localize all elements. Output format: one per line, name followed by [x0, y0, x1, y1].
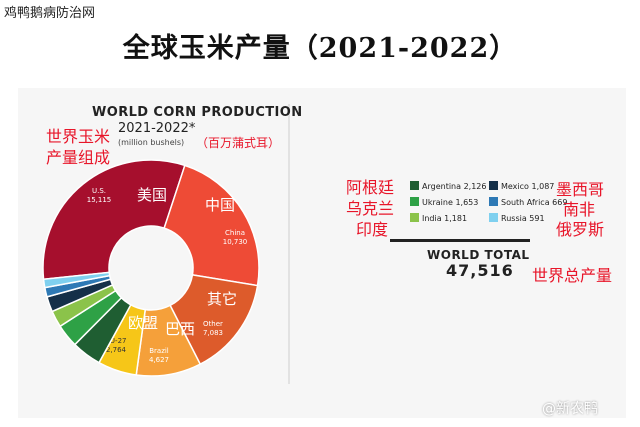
annotation-ukraine: 乌克兰 — [346, 199, 395, 218]
total-rule — [390, 239, 530, 242]
legend-swatch — [410, 181, 419, 190]
slice-cn-label-other: 其它 — [207, 290, 237, 308]
legend-label: Mexico 1,087 — [501, 182, 555, 191]
slice-russia — [42, 271, 111, 289]
annotation-india: 印度 — [356, 220, 389, 239]
chart-subtitle: 2021-2022* — [118, 121, 196, 136]
legend-item-argentina: Argentina 2,126 — [410, 181, 486, 193]
slice-label-u-s: U.S. 15,115 — [87, 187, 112, 204]
legend-label: India 1,181 — [422, 214, 468, 223]
panel-divider — [288, 104, 290, 384]
legend-label: Russia 591 — [501, 214, 545, 223]
slice-cn-label-eu-27: 欧盟 — [128, 314, 158, 332]
total-label: WORLD TOTAL — [427, 248, 530, 262]
slice-label-other: Other 7,083 — [203, 320, 223, 337]
main-title: 全球玉米产量（2021-2022） — [122, 33, 518, 64]
annotation-world-corn-2: 产量组成 — [46, 148, 111, 167]
legend-item-south-africa: South Africa 669 — [489, 197, 567, 209]
legend-item-india: India 1,181 — [410, 213, 467, 225]
total-value: 47,516 — [446, 261, 514, 280]
legend-label: South Africa 669 — [501, 198, 568, 207]
legend-item-ukraine: Ukraine 1,653 — [410, 197, 478, 209]
legend-label: Ukraine 1,653 — [422, 198, 479, 207]
annotation-total: 世界总产量 — [532, 266, 613, 285]
annotation-russia: 俄罗斯 — [556, 220, 605, 239]
slice-china — [163, 164, 260, 287]
annotation-world-corn: 世界玉米 — [46, 127, 111, 146]
annotation-unit: （百万蒲式耳） — [196, 136, 281, 150]
slice-cn-label-china: 中国 — [205, 196, 235, 214]
legend-swatch — [489, 213, 498, 222]
legend-item-mexico: Mexico 1,087 — [489, 181, 554, 193]
legend-swatch — [410, 213, 419, 222]
legend-label: Argentina 2,126 — [422, 182, 487, 191]
slice-cn-label-u-s: 美国 — [137, 186, 167, 204]
site-label: 鸡鸭鹅病防治网 — [4, 6, 96, 21]
legend-swatch — [489, 197, 498, 206]
watermark: @新农鸭 — [542, 401, 598, 417]
annotation-mexico: 墨西哥 — [556, 180, 605, 199]
legend-swatch — [489, 181, 498, 190]
slice-cn-label-brazil: 巴西 — [165, 320, 195, 338]
chart-unit: (million bushels) — [118, 138, 185, 147]
slice-label-china: China 10,730 — [223, 229, 248, 246]
annotation-south-africa: 南非 — [563, 200, 596, 219]
legend-item-russia: Russia 591 — [489, 213, 545, 225]
chart-title: WORLD CORN PRODUCTION — [92, 105, 303, 120]
slice-label-brazil: Brazil 4,627 — [149, 347, 169, 364]
slice-u-s — [42, 159, 186, 281]
legend-swatch — [410, 197, 419, 206]
slice-label-eu-27: EU-27 2,764 — [106, 337, 127, 354]
annotation-argentina: 阿根廷 — [346, 178, 395, 197]
